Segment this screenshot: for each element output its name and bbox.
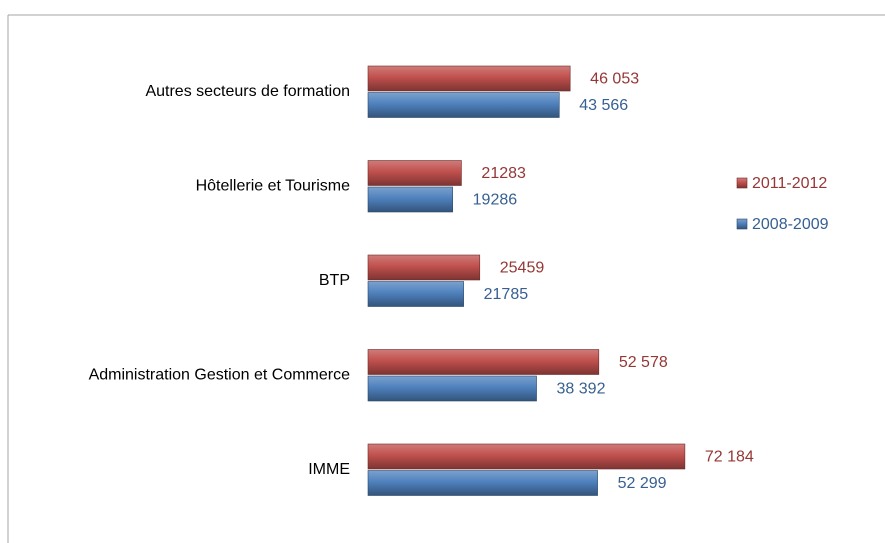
value-label: 25459 (500, 260, 545, 277)
value-label: 19286 (473, 192, 518, 209)
value-label: 43 566 (579, 97, 628, 114)
legend-label: 2008-2009 (752, 216, 829, 233)
bar (367, 281, 464, 307)
category-label: Hôtellerie et Tourisme (196, 178, 351, 195)
category-label: BTP (319, 272, 350, 289)
value-label: 52 578 (619, 354, 668, 371)
bar (367, 375, 537, 402)
value-label: 72 184 (705, 449, 754, 466)
bar (367, 254, 481, 281)
category-label: Autres secteurs de formation (145, 83, 350, 100)
legend-label: 2011-2012 (752, 175, 827, 192)
legend-swatch (736, 218, 748, 230)
value-label: 52 299 (618, 475, 667, 492)
bar (367, 160, 462, 186)
value-label: 21283 (481, 165, 526, 182)
bar (367, 65, 571, 92)
bar (367, 349, 600, 375)
category-label: Administration Gestion et Commerce (89, 367, 351, 384)
bar (367, 470, 598, 496)
bar (367, 92, 560, 118)
category-label: IMME (308, 461, 350, 478)
bar (367, 186, 453, 213)
value-label: 38 392 (557, 381, 606, 398)
bar (367, 443, 686, 470)
value-label: 21785 (484, 286, 529, 303)
value-label: 46 053 (590, 71, 639, 88)
legend-swatch (736, 177, 748, 189)
